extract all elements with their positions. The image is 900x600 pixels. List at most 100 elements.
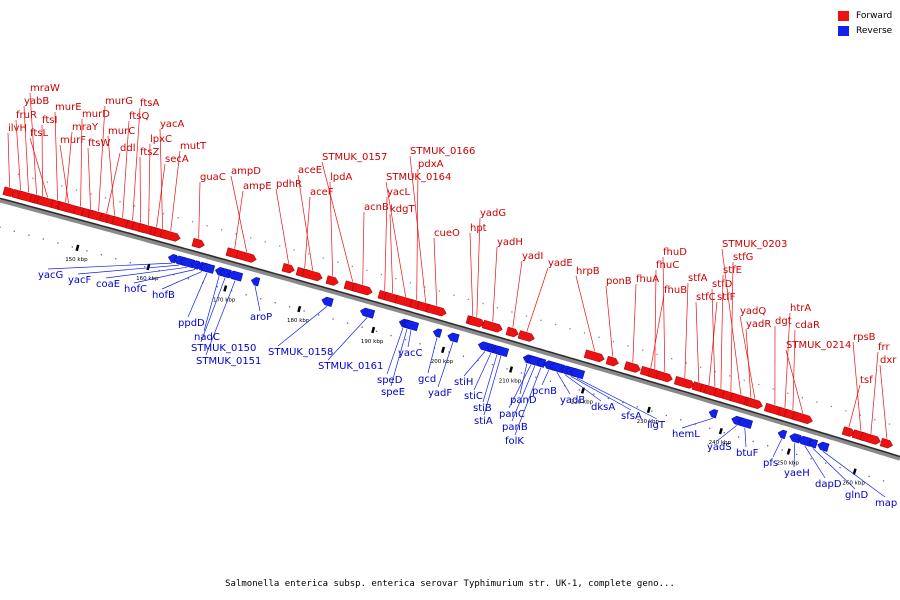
forward-gene-label[interactable]: lpxC [150, 134, 172, 145]
forward-gene-label[interactable]: stfD [712, 279, 733, 290]
forward-gene-label[interactable]: ftsL [30, 128, 48, 139]
forward-gene-label[interactable]: acnB [364, 202, 389, 213]
forward-gene-label[interactable]: yadQ [740, 306, 766, 317]
forward-gene-label[interactable]: STMUK_0214 [786, 340, 851, 351]
reverse-gene-arrow[interactable] [788, 432, 802, 444]
reverse-gene-arrow[interactable] [708, 408, 719, 419]
forward-gene-label[interactable]: fruR [16, 110, 37, 121]
forward-gene-arrow[interactable] [281, 263, 296, 274]
reverse-gene-label[interactable]: pcnB [532, 386, 557, 397]
forward-gene-label[interactable]: STMUK_0164 [386, 172, 451, 183]
forward-gene-label[interactable]: cdaR [795, 320, 820, 331]
reverse-gene-arrow[interactable] [321, 296, 334, 307]
forward-gene-arrow[interactable] [191, 237, 206, 249]
forward-gene-arrow[interactable] [583, 349, 605, 363]
reverse-gene-label[interactable]: ppdD [178, 318, 205, 329]
reverse-gene-arrow[interactable] [167, 253, 178, 264]
reverse-gene-label[interactable]: btuF [736, 448, 759, 459]
reverse-gene-arrow[interactable] [777, 429, 788, 440]
forward-gene-label[interactable]: murC [108, 126, 135, 137]
reverse-gene-label[interactable]: yadB [560, 395, 585, 406]
reverse-gene-label[interactable]: aroP [250, 312, 272, 323]
forward-gene-label[interactable]: pdhR [276, 179, 302, 190]
forward-gene-label[interactable]: STMUK_0203 [722, 239, 787, 250]
reverse-gene-label[interactable]: nadC [194, 332, 220, 343]
forward-gene-arrow[interactable] [235, 250, 257, 263]
forward-gene-label[interactable]: tsf [860, 375, 873, 386]
forward-gene-label[interactable]: yacA [160, 119, 185, 130]
forward-gene-label[interactable]: fhuB [664, 285, 687, 296]
forward-gene-label[interactable]: ampE [243, 181, 272, 192]
forward-gene-arrow[interactable] [517, 330, 536, 343]
reverse-gene-label[interactable]: panC [499, 409, 525, 420]
forward-gene-label[interactable]: yabB [24, 96, 49, 107]
forward-gene-label[interactable]: secA [165, 154, 189, 165]
forward-gene-label[interactable]: ftsA [140, 98, 159, 109]
reverse-gene-label[interactable]: hemL [672, 429, 700, 440]
forward-gene-arrow[interactable] [467, 315, 486, 328]
forward-gene-label[interactable]: STMUK_0166 [410, 146, 475, 157]
reverse-gene-label[interactable]: dapD [815, 479, 842, 490]
reverse-gene-arrow[interactable] [190, 260, 201, 270]
forward-gene-label[interactable]: yadI [522, 251, 543, 262]
reverse-gene-label[interactable]: yacC [398, 348, 423, 359]
reverse-gene-label[interactable]: STMUK_0150 [191, 343, 256, 354]
forward-gene-arrow[interactable] [425, 303, 447, 317]
forward-gene-label[interactable]: pdxA [418, 159, 444, 170]
forward-gene-label[interactable]: ftsI [42, 115, 57, 126]
forward-gene-arrow[interactable] [481, 319, 503, 333]
reverse-gene-label[interactable]: yacF [68, 275, 92, 286]
reverse-gene-label[interactable]: stiB [473, 403, 492, 414]
reverse-gene-label[interactable]: yaeH [784, 468, 810, 479]
forward-gene-arrow[interactable] [655, 370, 674, 383]
forward-gene-arrow[interactable] [841, 426, 856, 438]
forward-gene-label[interactable]: yadG [480, 208, 506, 219]
reverse-gene-arrow[interactable] [493, 345, 510, 358]
forward-gene-arrow[interactable] [325, 275, 340, 287]
reverse-gene-label[interactable]: sfsA [621, 411, 642, 422]
forward-gene-label[interactable]: lpdA [330, 172, 352, 183]
reverse-gene-label[interactable]: yadF [428, 388, 452, 399]
reverse-gene-label[interactable]: panB [502, 422, 528, 433]
forward-gene-label[interactable]: mraY [72, 122, 99, 133]
forward-gene-label[interactable]: htrA [790, 303, 811, 314]
reverse-gene-arrow[interactable] [403, 319, 420, 332]
reverse-gene-label[interactable]: yacG [38, 270, 63, 281]
reverse-gene-label[interactable]: speE [381, 387, 405, 398]
reverse-gene-arrow[interactable] [808, 438, 819, 449]
forward-gene-label[interactable]: fhuA [636, 274, 659, 285]
reverse-gene-arrow[interactable] [219, 267, 232, 279]
forward-gene-label[interactable]: stfF [717, 292, 736, 303]
forward-gene-arrow[interactable] [791, 411, 813, 425]
forward-gene-label[interactable]: ddl [120, 143, 135, 154]
forward-gene-arrow[interactable] [879, 437, 894, 449]
forward-gene-label[interactable]: stfG [733, 252, 753, 263]
reverse-gene-label[interactable]: panD [510, 395, 537, 406]
forward-gene-label[interactable]: dgt [775, 316, 792, 327]
forward-gene-label[interactable]: yadE [548, 258, 573, 269]
reverse-gene-arrow[interactable] [447, 332, 460, 343]
forward-gene-arrow[interactable] [745, 397, 764, 410]
reverse-gene-label[interactable]: ligT [647, 420, 666, 431]
reverse-gene-label[interactable]: stiH [454, 377, 473, 388]
forward-gene-label[interactable]: murF [60, 135, 86, 146]
forward-gene-label[interactable]: aceE [298, 165, 322, 176]
reverse-gene-arrow[interactable] [250, 276, 261, 287]
forward-gene-label[interactable]: kdgT [390, 204, 415, 215]
forward-gene-label[interactable]: yadR [746, 319, 771, 330]
forward-gene-label[interactable]: yadH [497, 237, 523, 248]
reverse-gene-arrow[interactable] [569, 367, 586, 380]
forward-gene-label[interactable]: mraW [30, 83, 60, 94]
forward-gene-label[interactable]: stfC [696, 292, 716, 303]
reverse-gene-label[interactable]: folK [505, 436, 524, 447]
forward-gene-label[interactable]: ftsW [88, 138, 110, 149]
forward-gene-label[interactable]: ampD [231, 166, 261, 177]
forward-gene-arrow[interactable] [301, 268, 323, 282]
reverse-gene-label[interactable]: STMUK_0158 [268, 347, 333, 358]
reverse-gene-label[interactable]: STMUK_0161 [318, 361, 383, 372]
forward-gene-label[interactable]: murE [55, 102, 82, 113]
forward-gene-label[interactable]: rpsB [853, 332, 876, 343]
forward-gene-label[interactable]: murD [82, 109, 110, 120]
forward-gene-label[interactable]: mutT [180, 141, 207, 152]
forward-gene-arrow[interactable] [859, 431, 881, 445]
